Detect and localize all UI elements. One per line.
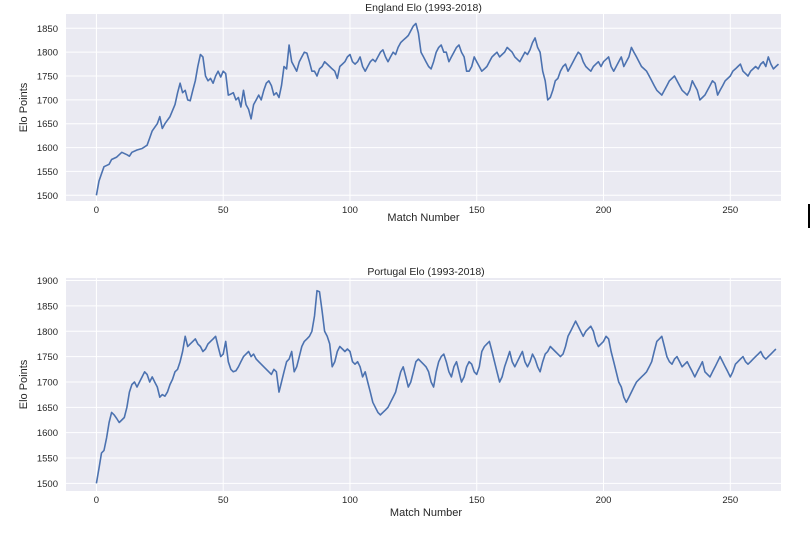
x-axis-label-portugal: Match Number bbox=[390, 507, 462, 519]
x-tick-label-portugal: 100 bbox=[342, 495, 358, 506]
y-tick-label-portugal: 1650 bbox=[37, 403, 58, 414]
y-tick-label-england: 1500 bbox=[37, 191, 58, 202]
y-tick-label-england: 1800 bbox=[37, 48, 58, 59]
y-tick-label-england: 1750 bbox=[37, 72, 58, 83]
gridlines-portugal bbox=[66, 278, 781, 491]
x-tick-label-england: 250 bbox=[722, 205, 738, 216]
x-tick-label-portugal: 250 bbox=[722, 495, 738, 506]
tick-labels-portugal: 0 50 100 150 200 250 1500 1550 1600 1650 1700 1750 1… bbox=[37, 276, 738, 506]
gridlines-england bbox=[66, 14, 781, 201]
y-tick-label-portugal: 1550 bbox=[37, 454, 58, 465]
chart-england: England Elo (1993-2018) Match Number Elo… bbox=[18, 2, 781, 224]
x-tick-label-portugal: 150 bbox=[469, 495, 485, 506]
y-tick-label-portugal: 1600 bbox=[37, 428, 58, 439]
x-tick-label-england: 150 bbox=[469, 205, 485, 216]
plot-area-england bbox=[66, 14, 781, 201]
x-tick-label-england: 200 bbox=[596, 205, 612, 216]
y-tick-label-portugal: 1700 bbox=[37, 377, 58, 388]
chart-title-portugal: Portugal Elo (1993-2018) bbox=[367, 266, 484, 278]
y-tick-label-portugal: 1750 bbox=[37, 352, 58, 363]
y-tick-label-england: 1850 bbox=[37, 24, 58, 35]
chart-portugal: Portugal Elo (1993-2018) Match Number El… bbox=[18, 266, 781, 519]
chart-title-england: England Elo (1993-2018) bbox=[365, 2, 482, 14]
y-tick-label-portugal: 1800 bbox=[37, 327, 58, 338]
y-axis-label-portugal: Elo Points bbox=[18, 359, 30, 409]
x-tick-label-portugal: 200 bbox=[596, 495, 612, 506]
y-tick-label-portugal: 1500 bbox=[37, 479, 58, 490]
x-tick-label-portugal: 50 bbox=[218, 495, 229, 506]
x-tick-label-england: 100 bbox=[342, 205, 358, 216]
y-tick-label-england: 1600 bbox=[37, 143, 58, 154]
y-tick-label-portugal: 1850 bbox=[37, 301, 58, 312]
x-tick-label-england: 0 bbox=[94, 205, 99, 216]
x-axis-label-england: Match Number bbox=[387, 212, 459, 224]
y-tick-label-england: 1550 bbox=[37, 167, 58, 178]
y-tick-label-england: 1700 bbox=[37, 95, 58, 106]
series-line-portugal bbox=[95, 289, 777, 484]
edge-marker bbox=[808, 204, 810, 228]
plot-area-portugal bbox=[66, 278, 781, 491]
x-tick-label-england: 50 bbox=[218, 205, 229, 216]
x-tick-label-portugal: 0 bbox=[94, 495, 99, 506]
series-line-england bbox=[95, 22, 780, 196]
tick-labels-england: 0 50 100 150 200 250 1500 1550 1600 1650 1700 1750 1… bbox=[37, 24, 738, 216]
y-axis-label-england: Elo Points bbox=[18, 82, 30, 132]
y-tick-label-england: 1650 bbox=[37, 119, 58, 130]
y-tick-label-portugal: 1900 bbox=[37, 276, 58, 287]
